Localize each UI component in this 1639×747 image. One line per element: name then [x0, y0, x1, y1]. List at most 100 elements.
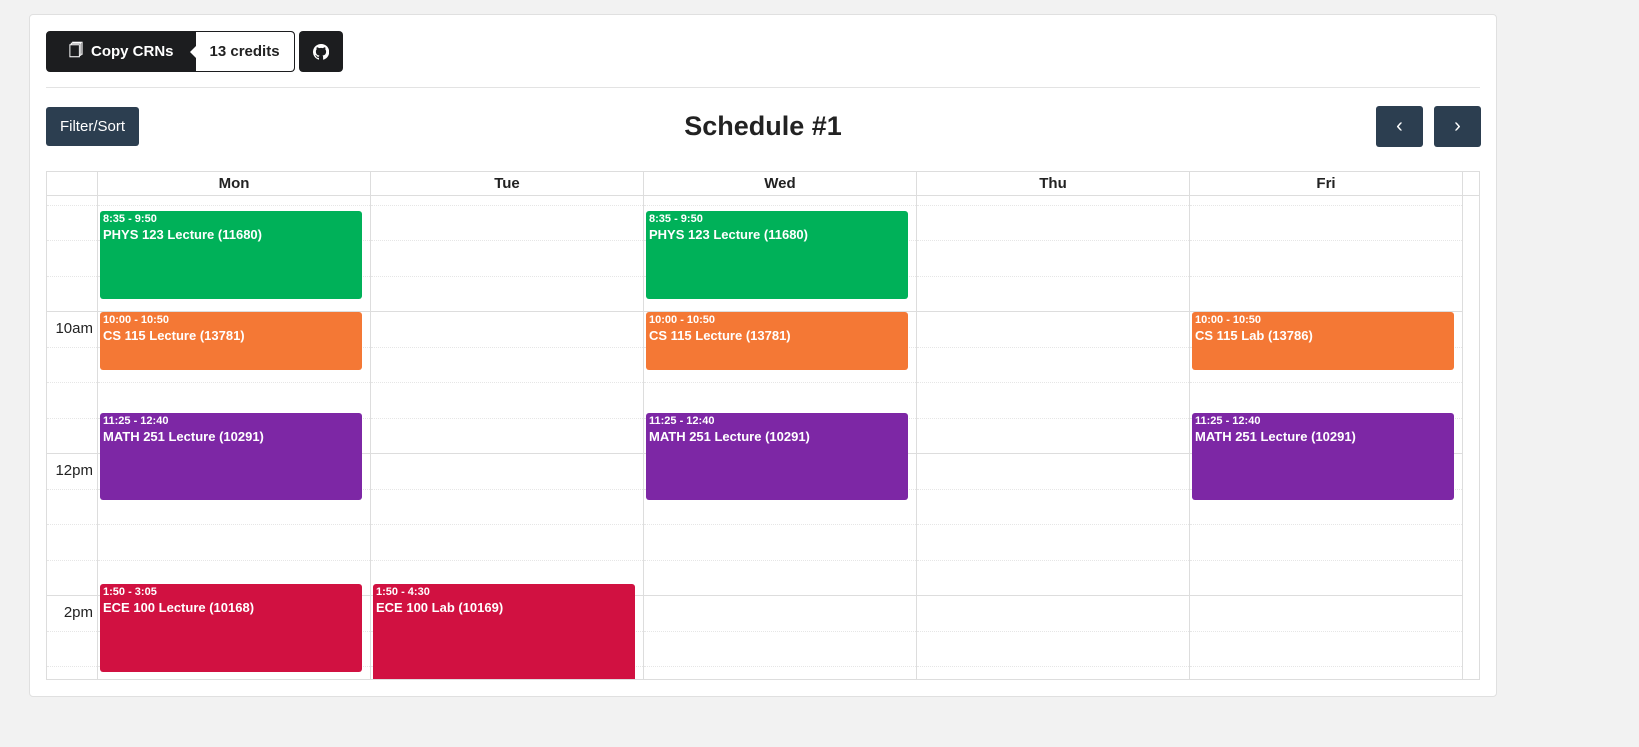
calendar-scroll-area[interactable]: 10am 12pm 2pm 8:35 - 9:50 PHYS 123 Lecture (… [47, 196, 1479, 679]
schedule-card: 🗍 Copy CRNs 13 credits Filter/Sort Schedu… [29, 14, 1497, 697]
grid-line [917, 382, 1189, 384]
grid-line [917, 417, 1189, 419]
event-name: ECE 100 Lab (10169) [376, 600, 504, 616]
calendar: Mon Tue Wed Thu Fri 10am 12pm 2pm 8:35 - 9:… [46, 171, 1480, 680]
copy-crns-label: Copy CRNs [91, 43, 174, 60]
grid-line [98, 204, 370, 206]
grid-line [47, 453, 97, 455]
github-icon [312, 43, 329, 60]
day-header: Tue [371, 172, 644, 195]
grid-line [1190, 524, 1462, 526]
course-event[interactable]: 1:50 - 3:05 ECE 100 Lecture (10168) [100, 584, 362, 672]
grid-line [371, 204, 643, 206]
grid-line [644, 630, 916, 632]
event-name: CS 115 Lecture (13781) [103, 328, 245, 344]
grid-line [47, 524, 97, 526]
grid-line [917, 666, 1189, 668]
time-header [47, 172, 98, 195]
credits-badge: 13 credits [189, 32, 294, 71]
time-label: 12pm [55, 462, 93, 480]
grid-line [47, 346, 97, 348]
day-header: Thu [917, 172, 1190, 195]
grid-line [644, 595, 916, 597]
grid-line [1190, 382, 1462, 384]
event-time: 10:00 - 10:50 [649, 314, 716, 327]
grid-line [1190, 595, 1462, 597]
github-button[interactable] [298, 31, 343, 72]
previous-schedule-button[interactable]: ‹ [1376, 106, 1423, 147]
day-header: Fri [1190, 172, 1463, 195]
grid-line [371, 524, 643, 526]
course-event[interactable]: 10:00 - 10:50 CS 115 Lab (13786) [1192, 312, 1454, 371]
course-event[interactable]: 8:35 - 9:50 PHYS 123 Lecture (11680) [646, 211, 908, 300]
grid-line [47, 204, 97, 206]
grid-line [98, 559, 370, 561]
day-column: 8:35 - 9:50 PHYS 123 Lecture (11680) 10:00… [644, 196, 917, 679]
grid-line [917, 488, 1189, 490]
course-event[interactable]: 8:35 - 9:50 PHYS 123 Lecture (11680) [100, 211, 362, 300]
event-time: 11:25 - 12:40 [103, 414, 169, 427]
event-time: 10:00 - 10:50 [1195, 314, 1262, 327]
event-time: 8:35 - 9:50 [103, 213, 157, 226]
grid-line [371, 559, 643, 561]
grid-line [917, 275, 1189, 277]
course-event[interactable]: 11:25 - 12:40 MATH 251 Lecture (10291) [1192, 412, 1454, 501]
schedule-title: Schedule #1 [684, 111, 842, 141]
event-time: 10:00 - 10:50 [103, 314, 170, 327]
course-event[interactable]: 1:50 - 4:30 ECE 100 Lab (10169) [373, 584, 635, 679]
day-column: 1:50 - 4:30 ECE 100 Lab (10169) [371, 196, 644, 679]
grid-line [644, 311, 916, 313]
course-event[interactable]: 10:00 - 10:50 CS 115 Lecture (13781) [100, 312, 362, 371]
grid-line [1190, 559, 1462, 561]
grid-line [98, 524, 370, 526]
grid-line [644, 382, 916, 384]
event-time: 8:35 - 9:50 [649, 213, 703, 226]
grid-line [47, 382, 97, 384]
event-time: 1:50 - 4:30 [376, 586, 430, 599]
event-time: 11:25 - 12:40 [1195, 414, 1261, 427]
filter-sort-button[interactable]: Filter/Sort [46, 107, 139, 146]
course-event[interactable]: 11:25 - 12:40 MATH 251 Lecture (10291) [646, 412, 908, 501]
grid-line [371, 240, 643, 242]
grid-line [371, 488, 643, 490]
grid-line [917, 559, 1189, 561]
event-name: PHYS 123 Lecture (11680) [649, 227, 808, 243]
course-event[interactable]: 11:25 - 12:40 MATH 251 Lecture (10291) [100, 412, 362, 501]
grid-line [644, 204, 916, 206]
grid-line [371, 382, 643, 384]
grid-line [47, 488, 97, 490]
day-column: 10:00 - 10:50 CS 115 Lab (13786) 11:25 - 1… [1190, 196, 1463, 679]
event-name: PHYS 123 Lecture (11680) [103, 227, 262, 243]
grid-line [917, 346, 1189, 348]
grid-line [917, 630, 1189, 632]
grid-line [47, 595, 97, 597]
day-header: Wed [644, 172, 917, 195]
event-name: MATH 251 Lecture (10291) [103, 428, 264, 444]
copy-crns-button[interactable]: 🗍 Copy CRNs 13 credits [46, 31, 295, 72]
day-column [917, 196, 1190, 679]
grid-line [47, 275, 97, 277]
next-schedule-button[interactable]: › [1434, 106, 1481, 147]
event-name: MATH 251 Lecture (10291) [1195, 428, 1356, 444]
event-time: 11:25 - 12:40 [649, 414, 715, 427]
event-name: ECE 100 Lecture (10168) [103, 600, 255, 616]
grid-line [98, 382, 370, 384]
day-column: 8:35 - 9:50 PHYS 123 Lecture (11680) 10:00… [98, 196, 371, 679]
course-event[interactable]: 10:00 - 10:50 CS 115 Lecture (13781) [646, 312, 908, 371]
grid-line [917, 595, 1189, 597]
divider [46, 87, 1480, 88]
grid-line [371, 346, 643, 348]
chevron-left-icon: ‹ [1396, 115, 1403, 137]
grid-line [1190, 275, 1462, 277]
event-name: MATH 251 Lecture (10291) [649, 428, 810, 444]
grid-line [47, 630, 97, 632]
event-name: CS 115 Lecture (13781) [649, 328, 791, 344]
grid-line [47, 311, 97, 313]
grid-line [371, 275, 643, 277]
time-label: 2pm [63, 604, 93, 622]
copy-icon: 🗍 [69, 41, 83, 58]
event-time: 1:50 - 3:05 [103, 586, 157, 599]
grid-line [47, 559, 97, 561]
grid-line [98, 311, 370, 313]
grid-line [47, 417, 97, 419]
